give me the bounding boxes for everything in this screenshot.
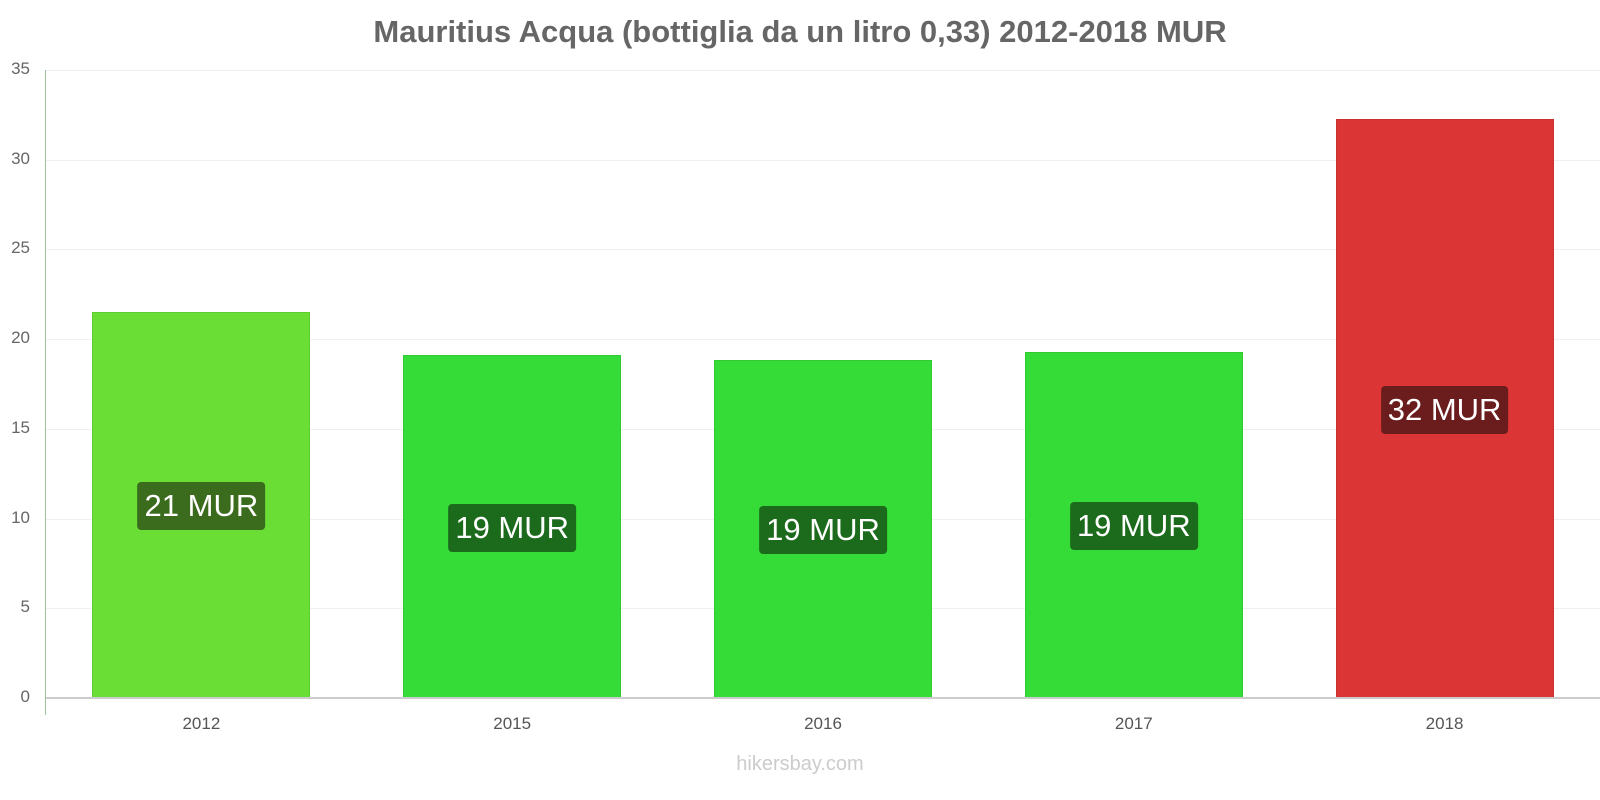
y-tick-label: 30 bbox=[11, 148, 30, 168]
bar-value-label: 19 MUR bbox=[1069, 501, 1198, 550]
bar-value-label: 21 MUR bbox=[137, 482, 266, 531]
gridline bbox=[46, 339, 1600, 341]
gridline bbox=[46, 249, 1600, 251]
bar-2015[interactable]: 19 MUR bbox=[403, 355, 622, 698]
x-tick-label: 2017 bbox=[1114, 714, 1153, 733]
footer-watermark: hikersbay.com bbox=[736, 753, 864, 775]
y-tick-label: 0 bbox=[20, 687, 30, 706]
y-tick-label: 5 bbox=[20, 597, 30, 617]
chart-title: Mauritius Acqua (bottiglia da un litro 0… bbox=[373, 14, 1227, 49]
x-tick-label: 2012 bbox=[182, 714, 221, 733]
x-tick-label: 2015 bbox=[493, 714, 532, 733]
gridline bbox=[46, 70, 1600, 71]
bar-2012[interactable]: 21 MUR bbox=[92, 312, 311, 698]
y-tick-label: 10 bbox=[11, 507, 30, 527]
y-tick-label: 15 bbox=[11, 417, 30, 437]
x-tick-label: 2018 bbox=[1425, 714, 1464, 733]
y-tick-label: 35 bbox=[11, 59, 30, 78]
y-axis bbox=[45, 70, 46, 715]
bar-2016[interactable]: 19 MUR bbox=[714, 359, 932, 698]
bar-value-label: 19 MUR bbox=[448, 503, 577, 552]
bar-value-label: 19 MUR bbox=[759, 505, 887, 554]
x-axis bbox=[46, 697, 1600, 699]
bar-2017[interactable]: 19 MUR bbox=[1024, 351, 1243, 698]
bar-value-label: 32 MUR bbox=[1380, 385, 1509, 434]
plot-area: 21 MUR 19 MUR 19 MUR 19 MUR 32 MUR bbox=[46, 70, 1600, 699]
gridline bbox=[46, 159, 1600, 161]
bar-2018[interactable]: 32 MUR bbox=[1335, 119, 1554, 698]
x-tick-label: 2016 bbox=[804, 714, 842, 733]
y-tick-label: 25 bbox=[11, 238, 30, 258]
y-tick-label: 20 bbox=[11, 328, 30, 348]
